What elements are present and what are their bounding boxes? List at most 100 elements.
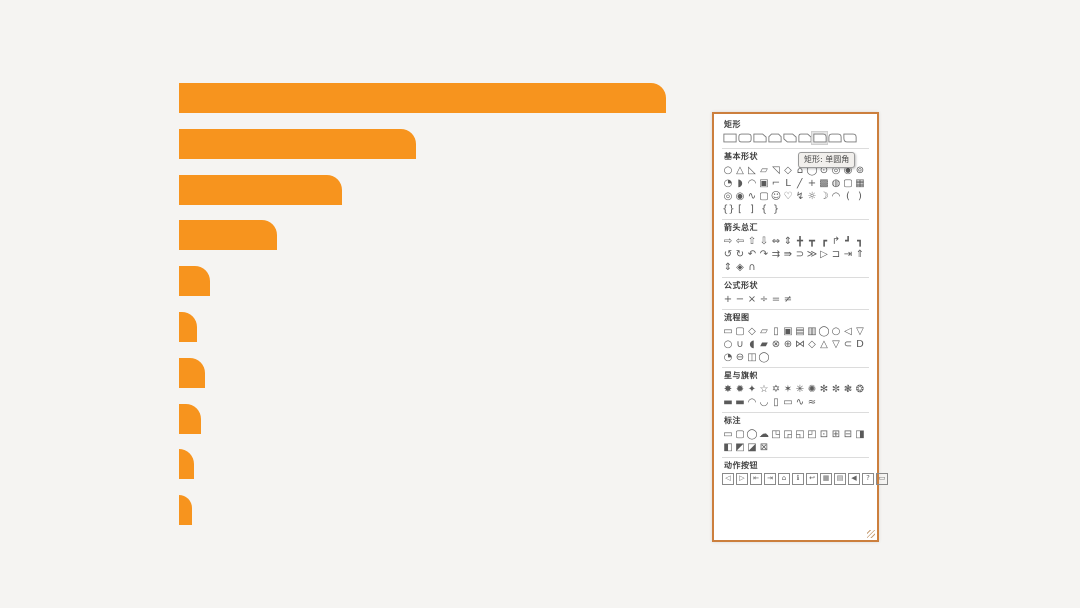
bar[interactable] (179, 129, 416, 159)
shape-icon[interactable]: ┓ (856, 235, 864, 247)
shape-icon[interactable]: ≫ (806, 248, 818, 260)
shape-icon[interactable]: + (723, 293, 733, 305)
shape-icon[interactable]: ◎ (831, 164, 841, 176)
shape-icon[interactable]: ✡ (771, 383, 781, 395)
shape-icon-snip-single-corner-rectangle[interactable] (752, 132, 767, 144)
shape-icon[interactable]: ▥ (807, 325, 817, 337)
shape-icon[interactable]: ↻ (735, 248, 745, 260)
shape-icon[interactable]: ◯ (746, 428, 758, 440)
shape-icon[interactable]: ◱ (795, 428, 805, 440)
shape-icon[interactable]: ▬ (723, 396, 733, 408)
shape-icon[interactable]: ☽ (819, 190, 829, 202)
shape-icon[interactable]: ◎ (723, 190, 733, 202)
shape-icon[interactable]: ◁ (844, 325, 852, 337)
shape-icon[interactable]: ) (858, 190, 862, 202)
shape-icon[interactable]: ↷ (759, 248, 769, 260)
shape-icon[interactable]: ▯ (773, 396, 779, 408)
shape-icon[interactable]: ▭ (723, 325, 733, 337)
shape-icon[interactable]: ⊗ (771, 338, 781, 350)
bar[interactable] (179, 266, 210, 296)
shape-icon[interactable]: ▦ (820, 473, 832, 485)
shape-icon[interactable]: ✼ (831, 383, 841, 395)
shape-icon[interactable]: ⊚ (855, 164, 865, 176)
shape-icon-snip-diagonal-corner-rectangle[interactable] (782, 132, 797, 144)
shape-icon[interactable]: ⊂ (843, 338, 853, 350)
shape-icon[interactable]: ❃ (843, 383, 853, 395)
shape-icon[interactable]: ○ (723, 338, 733, 350)
shape-icon[interactable]: ⇕ (723, 261, 733, 273)
shape-icon[interactable]: [ (738, 203, 742, 215)
shape-icon[interactable]: ▣ (759, 177, 769, 189)
shape-icon[interactable]: D (856, 338, 864, 350)
shape-icon[interactable]: ℹ (792, 473, 804, 485)
shape-icon[interactable]: ✺ (807, 383, 817, 395)
shape-icon[interactable]: ↱ (831, 235, 841, 247)
shape-icon[interactable]: ╱ (796, 177, 804, 189)
shape-icon[interactable]: ◍ (831, 177, 841, 189)
shape-icon[interactable]: ◉ (735, 190, 745, 202)
shape-icon[interactable]: ⊕ (783, 338, 793, 350)
shape-icon[interactable]: ⇔ (771, 235, 781, 247)
shape-icon[interactable]: ✻ (819, 383, 829, 395)
shape-icon[interactable]: ( (846, 190, 850, 202)
shape-icon[interactable]: ▱ (760, 325, 768, 337)
shape-icon[interactable]: ○ (723, 164, 733, 176)
shape-icon[interactable]: + (807, 177, 817, 189)
shape-icon[interactable]: ◁ (722, 473, 734, 485)
shape-icon[interactable]: ▰ (760, 338, 768, 350)
bar[interactable] (179, 404, 201, 434)
shape-icon[interactable]: ◯ (758, 351, 770, 363)
shape-icon[interactable]: ▩ (819, 177, 829, 189)
shape-icon[interactable]: ◰ (807, 428, 817, 440)
shape-icon[interactable]: ⇥ (843, 248, 853, 260)
shape-icon[interactable]: ◈ (736, 261, 744, 273)
shape-icon[interactable]: ┳ (808, 235, 816, 247)
shape-icon[interactable]: ⇤ (750, 473, 762, 485)
shape-icon[interactable]: = (771, 293, 781, 305)
shape-icon[interactable]: { (760, 203, 768, 215)
shape-icon[interactable]: ◩ (735, 441, 745, 453)
shape-icon[interactable]: △ (820, 338, 828, 350)
bar[interactable] (179, 312, 197, 342)
shape-icon[interactable]: ▷ (736, 473, 748, 485)
shape-icon-round-same-side-corner-rectangle[interactable] (827, 132, 842, 144)
resize-grip-icon[interactable] (867, 530, 875, 538)
shape-icon-round-diagonal-corner-rectangle[interactable] (842, 132, 857, 144)
shape-icon[interactable]: ○ (831, 325, 841, 337)
shape-icon[interactable]: ⇧ (747, 235, 757, 247)
shape-icon[interactable]: ⊞ (831, 428, 841, 440)
shape-icon[interactable]: ∿ (795, 396, 805, 408)
shape-icon[interactable]: ▭ (783, 396, 793, 408)
shape-icon[interactable]: ⋈ (795, 338, 805, 350)
shape-icon[interactable]: ▱ (760, 164, 768, 176)
shape-icon[interactable]: ⇛ (783, 248, 793, 260)
bar[interactable] (179, 449, 194, 479)
shape-icon[interactable]: ▭ (876, 473, 888, 485)
shape-icon[interactable]: ⇑ (855, 248, 865, 260)
shape-icon[interactable]: ∿ (747, 190, 757, 202)
shape-icon[interactable]: ◯ (806, 164, 818, 176)
shape-icon[interactable]: ◯ (818, 325, 830, 337)
shape-icon[interactable]: ◠ (747, 396, 757, 408)
shape-icon[interactable]: ┛ (844, 235, 852, 247)
shape-icon[interactable]: ∩ (748, 261, 756, 273)
shape-icon[interactable]: ☺ (770, 190, 782, 202)
shape-icon[interactable]: } (772, 203, 780, 215)
bar[interactable] (179, 358, 205, 388)
shape-icon[interactable]: ▢ (843, 177, 853, 189)
shape-icon[interactable]: ÷ (759, 293, 769, 305)
shape-icon[interactable]: ◹ (772, 164, 780, 176)
shape-icon[interactable]: ✶ (783, 383, 793, 395)
shape-icon[interactable]: ⇨ (723, 235, 733, 247)
shape-icon[interactable]: ☆ (759, 383, 769, 395)
shape-icon[interactable]: ▯ (773, 325, 779, 337)
shape-icon[interactable]: ⊟ (843, 428, 853, 440)
shape-icon[interactable]: ╋ (796, 235, 804, 247)
shape-icon[interactable]: △ (736, 164, 744, 176)
shape-icon[interactable]: ▽ (856, 325, 864, 337)
shape-icon[interactable]: ◫ (747, 351, 757, 363)
shape-icon[interactable]: ⊐ (831, 248, 841, 260)
shape-icon[interactable]: ↺ (723, 248, 733, 260)
shape-icon-snip-and-round-single-corner-rectangle[interactable] (797, 132, 812, 144)
shape-icon[interactable]: ◀ (848, 473, 860, 485)
